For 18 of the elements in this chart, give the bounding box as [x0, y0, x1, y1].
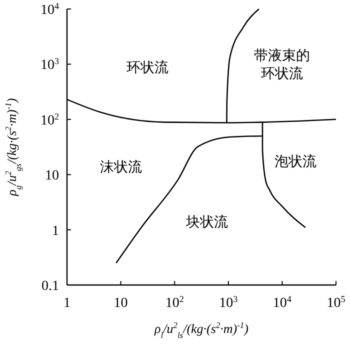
y-tick-label: 10$^{3}$ [40, 56, 60, 74]
text: ρ$_{l}$/u$^{2}$$_{ls}$/(kg·(s$^{2}$·m)$^{-1}$) [154, 320, 249, 340]
x-tick-label: 10$^{2}$ [165, 294, 184, 311]
y-tick-label: 10$^{4}$ [40, 1, 60, 18]
annotation: 环状流 [126, 60, 169, 76]
annotation: 带液束的环状流 [254, 48, 310, 82]
x-tick-label: 10$^{5}$ [326, 294, 346, 311]
x-tick-label: 10$^{3}$ [219, 294, 238, 311]
y-tick-label: 1 [52, 224, 59, 239]
x-tick-label: 1 [64, 296, 70, 311]
annotation: 泡状流 [274, 154, 317, 170]
y-tick-label: 10$^{2}$ [40, 111, 60, 128]
annotation: 块状流 [184, 214, 228, 231]
y-tick-label: 0.1 [42, 279, 59, 294]
y-tick-label: 10 [45, 168, 59, 184]
x-tick-label: 10$^{4}$ [272, 294, 292, 311]
annotation: 沫状流 [100, 159, 142, 176]
x-tick-label: 10 [114, 296, 128, 311]
